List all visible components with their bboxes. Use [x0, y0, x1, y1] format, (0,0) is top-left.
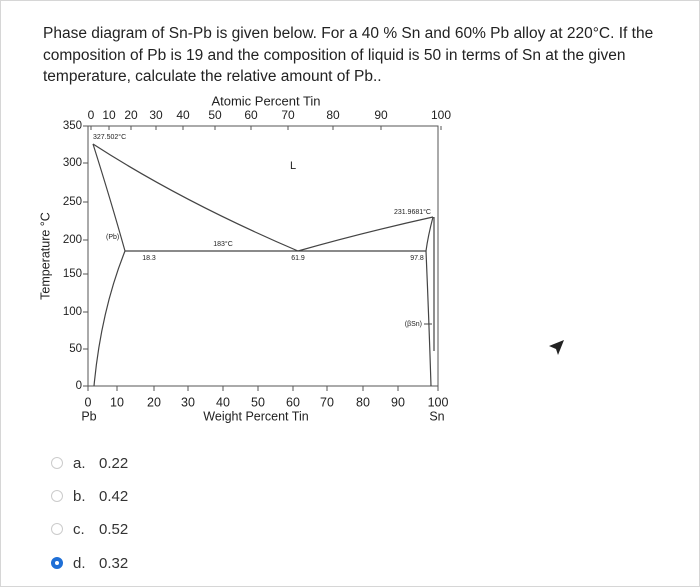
answer-option[interactable]: b. 0.42	[51, 486, 128, 506]
radio-button[interactable]	[51, 557, 63, 569]
top-tick-label: 10	[102, 108, 116, 122]
top-tick-label: 70	[281, 108, 295, 122]
option-text: 0.42	[99, 487, 129, 505]
annotation: 61.9	[291, 255, 305, 262]
cursor	[549, 340, 564, 355]
top-tick-label: 20	[124, 108, 138, 122]
left-end-label: Pb	[81, 409, 96, 423]
top-tick-label: 40	[176, 108, 190, 122]
bottom-tick-label: 100	[428, 395, 449, 409]
solvus-sn	[425, 250, 432, 387]
y-tick-label: 250	[63, 196, 82, 208]
option-letter: a.	[73, 454, 86, 472]
solidus-pb	[92, 143, 126, 252]
top-tick-label: 0	[88, 108, 95, 122]
answer-option[interactable]: a. 0.22	[51, 453, 128, 473]
right-end-label: Sn	[429, 409, 444, 423]
bottom-tick-label: 70	[320, 395, 334, 409]
annotation: L	[290, 160, 296, 172]
annotation: 327.502°C	[93, 133, 126, 141]
question-text: Phase diagram of Sn-Pb is given below. F…	[43, 25, 654, 85]
top-tick-label: 90	[374, 108, 388, 122]
bottom-tick-label: 10	[110, 395, 124, 409]
top-tick-label: 100	[431, 108, 451, 122]
radio-button[interactable]	[51, 457, 63, 469]
y-axis-title: Temperature °C	[38, 212, 52, 300]
annotation: 231.9681°C	[394, 208, 431, 216]
y-tick-label: 350	[63, 120, 82, 132]
annotation: 97.8	[410, 255, 424, 262]
bottom-tick-label: 0	[85, 395, 92, 409]
bottom-axis-title: Weight Percent Tin	[203, 409, 308, 423]
y-tick-label: 0	[76, 380, 82, 392]
option-text: 0.32	[99, 554, 129, 572]
top-tick-label: 50	[208, 108, 222, 122]
answer-option[interactable]: c. 0.52	[51, 519, 128, 539]
liquidus-right	[297, 216, 434, 252]
radio-button[interactable]	[51, 523, 63, 535]
solvus-pb	[93, 250, 126, 387]
annotation: (Pb)	[106, 234, 119, 241]
option-text: 0.22	[99, 454, 129, 472]
option-letter: b.	[73, 487, 86, 505]
y-tick-label: 300	[63, 157, 82, 169]
bottom-tick-label: 20	[147, 395, 161, 409]
y-tick-label: 100	[63, 306, 82, 318]
option-letter: d.	[73, 554, 86, 572]
top-tick-label: 60	[244, 108, 258, 122]
solidus-sn	[425, 216, 434, 252]
answer-option[interactable]: d. 0.32	[51, 553, 128, 573]
top-tick-label: 80	[326, 108, 340, 122]
annotation: 18.3	[142, 255, 156, 262]
plot-frame	[87, 125, 439, 387]
bottom-tick-label: 50	[251, 395, 265, 409]
radio-button[interactable]	[51, 490, 63, 502]
bottom-tick-label: 30	[181, 395, 195, 409]
y-tick-label: 50	[69, 343, 82, 355]
annotation: (βSn)	[405, 321, 422, 328]
y-tick-label: 150	[63, 268, 82, 280]
option-text: 0.52	[99, 520, 129, 538]
liquidus-left	[92, 143, 299, 252]
bottom-tick-label: 80	[356, 395, 370, 409]
annotation: 183°C	[213, 240, 233, 248]
y-tick-label: 200	[63, 234, 82, 246]
top-axis-title: Atomic Percent Tin	[211, 93, 320, 108]
top-tick-label: 30	[149, 108, 163, 122]
bottom-tick-label: 40	[216, 395, 230, 409]
bottom-tick-label: 60	[286, 395, 300, 409]
bottom-tick-label: 90	[391, 395, 405, 409]
option-letter: c.	[73, 520, 85, 538]
